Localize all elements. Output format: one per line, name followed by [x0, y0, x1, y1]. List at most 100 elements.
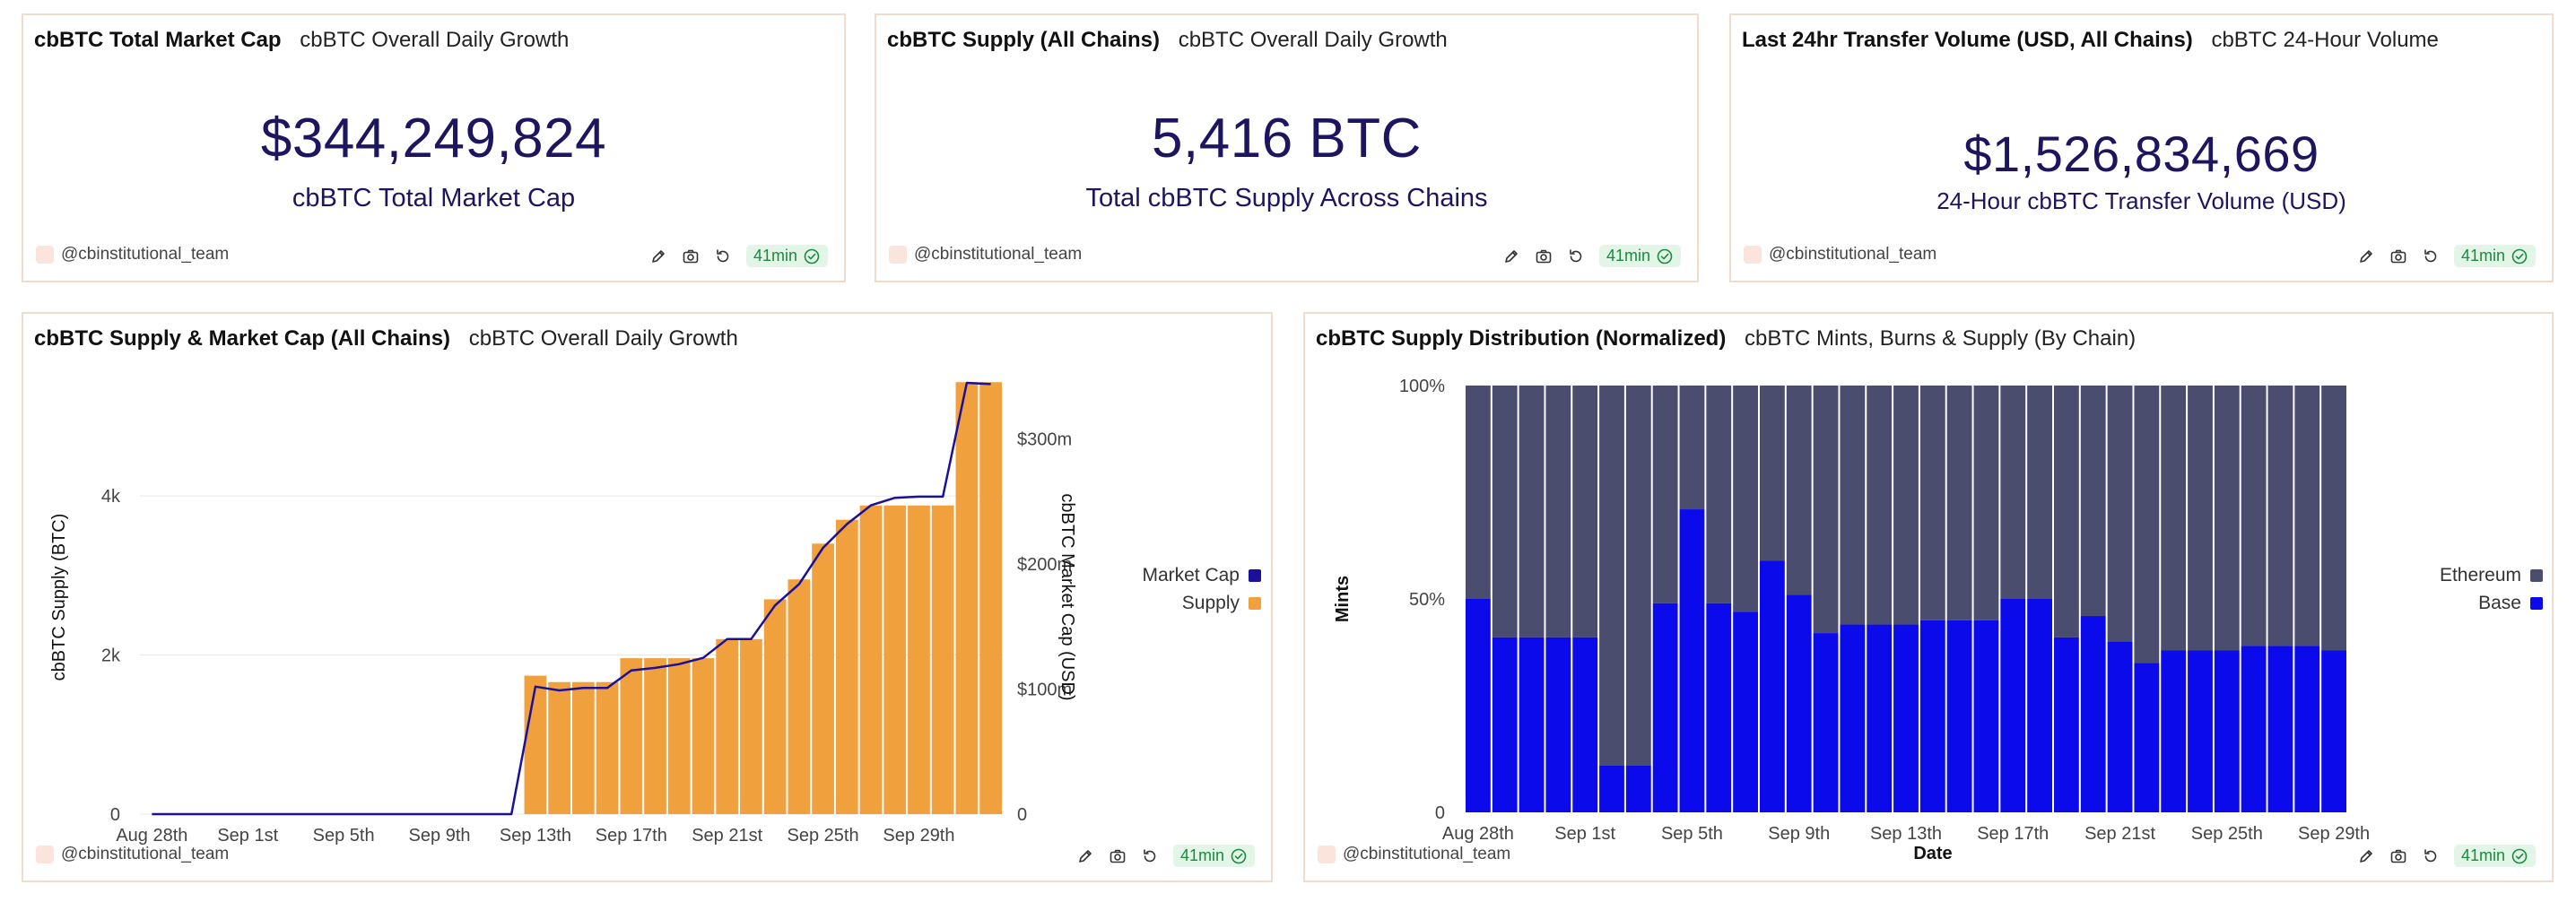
base-bar	[1840, 624, 1866, 812]
card-footer: @cbinstitutional_team 41min	[889, 245, 1681, 268]
refresh-icon[interactable]	[1567, 247, 1585, 265]
card-title[interactable]: cbBTC Supply & Market Cap (All Chains)	[34, 326, 451, 351]
card-header: cbBTC Total Market Cap cbBTC Overall Dai…	[34, 28, 569, 53]
base-bar	[2214, 650, 2240, 812]
legend-item-supply[interactable]: Supply	[1118, 589, 1261, 617]
supply-bar	[644, 658, 666, 814]
counter-label: cbBTC Total Market Cap	[292, 184, 576, 212]
ethereum-bar	[1625, 386, 1651, 766]
author-link[interactable]: @cbinstitutional_team	[36, 245, 229, 265]
x-tick-label: Sep 17th	[1977, 824, 2049, 844]
card-title[interactable]: Last 24hr Transfer Volume (USD, All Chai…	[1742, 28, 2193, 52]
card-title[interactable]: cbBTC Supply (All Chains)	[887, 28, 1161, 52]
supply-bar	[835, 519, 858, 814]
counter-value: $1,526,834,669	[1963, 126, 2319, 182]
check-circle-icon	[1230, 847, 1248, 865]
chart-legend: Ethereum Base	[2381, 561, 2543, 617]
market-cap-line	[152, 381, 991, 816]
edit-icon[interactable]	[1502, 247, 1520, 265]
edit-icon[interactable]	[2357, 847, 2375, 865]
supply-market-cap-chart[interactable]: 0 2k 4k 0 $100m $200m $300m cbBTC Supply (BTC) c…	[23, 314, 1275, 884]
y2-tick-label: $200m	[1017, 555, 1072, 575]
card-subtitle[interactable]: cbBTC Overall Daily Growth	[1178, 28, 1448, 52]
legend-swatch	[2530, 596, 2543, 610]
base-bar	[1786, 594, 1812, 812]
x-axis-label: Date	[1913, 844, 1952, 863]
age-badge[interactable]: 41min	[1172, 845, 1255, 867]
age-badge[interactable]: 41min	[2453, 245, 2536, 267]
base-bar	[1492, 637, 1518, 812]
ethereum-bar	[2107, 386, 2133, 642]
ethereum-bar	[1572, 386, 1598, 637]
y-tick-label: 4k	[101, 487, 121, 507]
edit-icon[interactable]	[1076, 847, 1094, 865]
card-title[interactable]: cbBTC Total Market Cap	[34, 28, 282, 52]
ethereum-bar	[1519, 386, 1545, 637]
card-subtitle[interactable]: cbBTC Mints, Burns & Supply (By Chain)	[1745, 326, 2137, 351]
ethereum-bar	[1840, 386, 1866, 625]
base-bar	[2027, 599, 2052, 812]
base-bar	[2161, 650, 2187, 812]
x-tick-label: Sep 5th	[313, 826, 375, 846]
age-badge[interactable]: 41min	[745, 245, 828, 267]
check-circle-icon	[1656, 247, 1674, 265]
ethereum-bar	[2294, 386, 2320, 646]
ethereum-bar	[1545, 386, 1571, 637]
y-tick-label: 100%	[1399, 377, 1445, 396]
age-badge[interactable]: 41min	[1598, 245, 1681, 267]
edit-icon[interactable]	[2357, 247, 2375, 265]
legend-item-base[interactable]: Base	[2381, 589, 2543, 617]
card-title[interactable]: cbBTC Supply Distribution (Normalized)	[1316, 326, 1727, 351]
legend-item-market-cap[interactable]: Market Cap	[1118, 561, 1261, 589]
author-link[interactable]: @cbinstitutional_team	[889, 245, 1082, 265]
ethereum-bar	[2188, 386, 2213, 651]
card-subtitle[interactable]: cbBTC Overall Daily Growth	[300, 28, 570, 52]
refresh-icon[interactable]	[714, 247, 732, 265]
camera-icon[interactable]	[2389, 247, 2407, 265]
camera-icon[interactable]	[1535, 247, 1553, 265]
base-bar	[2107, 641, 2133, 812]
refresh-icon[interactable]	[2422, 847, 2440, 865]
base-bar	[1652, 603, 1678, 812]
legend-item-ethereum[interactable]: Ethereum	[2381, 561, 2543, 589]
avatar	[889, 246, 907, 264]
x-tick-label: Sep 1st	[217, 826, 278, 846]
card-header: cbBTC Supply Distribution (Normalized) c…	[1316, 326, 2136, 351]
base-bar	[1733, 611, 1758, 812]
card-subtitle[interactable]: cbBTC Overall Daily Growth	[468, 326, 738, 351]
ethereum-bar	[1946, 386, 1972, 620]
supply-bar	[788, 579, 811, 814]
refresh-icon[interactable]	[1141, 847, 1159, 865]
market-cap-card: cbBTC Total Market Cap cbBTC Overall Dai…	[22, 13, 846, 282]
supply-bar	[620, 658, 643, 814]
base-bar	[1545, 637, 1571, 812]
supply-distribution-chart[interactable]: 0 50% 100% Mints Date Aug 28th Sep 1st Sep 5th S…	[1305, 314, 2555, 884]
counter-value: 5,416 BTC	[1152, 108, 1422, 169]
supply-bar	[596, 681, 619, 814]
ethereum-bar	[1973, 386, 1999, 620]
refresh-icon[interactable]	[2422, 247, 2440, 265]
footer-tools: 41min	[649, 245, 828, 267]
card-subtitle[interactable]: cbBTC 24-Hour Volume	[2211, 28, 2439, 52]
camera-icon[interactable]	[1109, 847, 1127, 865]
supply-bar	[667, 658, 691, 814]
base-bar	[1519, 637, 1545, 812]
counter-value: $344,249,824	[260, 108, 607, 169]
author-link[interactable]: @cbinstitutional_team	[1318, 845, 1510, 864]
base-bar	[2080, 616, 2106, 812]
footer-tools: 41min	[2357, 245, 2536, 267]
card-footer: @cbinstitutional_team 41min	[1744, 245, 2536, 268]
camera-icon[interactable]	[682, 247, 700, 265]
footer-tools: 41min	[1076, 845, 1255, 867]
author-link[interactable]: @cbinstitutional_team	[1744, 245, 1936, 265]
age-badge[interactable]: 41min	[2453, 845, 2536, 867]
author-name: @cbinstitutional_team	[61, 245, 230, 264]
x-tick-label: Sep 13th	[1870, 824, 1942, 844]
ethereum-bar	[1706, 386, 1732, 603]
supply-distribution-card: cbBTC Supply Distribution (Normalized) c…	[1303, 312, 2554, 882]
check-circle-icon	[803, 247, 821, 265]
camera-icon[interactable]	[2389, 847, 2407, 865]
author-link[interactable]: @cbinstitutional_team	[36, 845, 229, 864]
edit-icon[interactable]	[649, 247, 667, 265]
x-tick-label: Sep 29th	[2298, 824, 2370, 844]
